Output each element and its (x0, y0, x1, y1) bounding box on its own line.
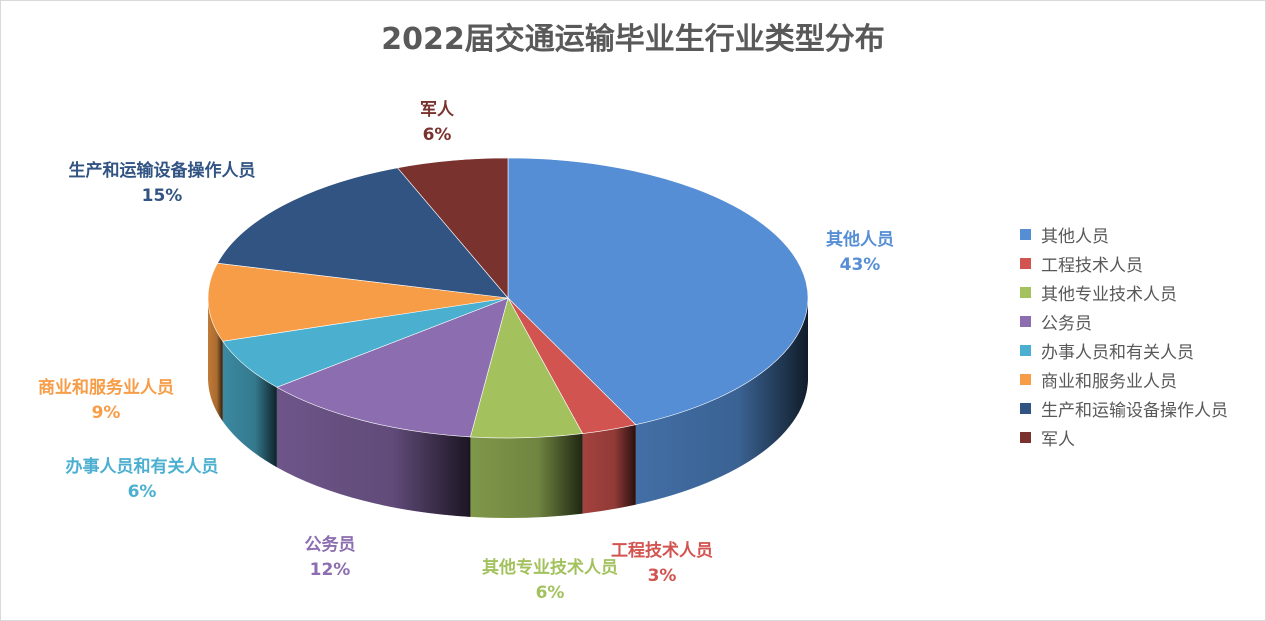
legend-item-5: 商业和服务业人员 (1020, 365, 1228, 394)
data-label-value-7: 6% (423, 125, 452, 145)
data-label-value-1: 3% (648, 566, 677, 586)
pie-side-shade-4 (222, 341, 277, 468)
data-label-value-5: 9% (92, 403, 121, 423)
pie-slice-0 (507, 157, 809, 426)
data-label-name-1: 工程技术人员 (611, 540, 713, 561)
legend-item-1: 工程技术人员 (1020, 249, 1228, 278)
legend-swatch-5 (1020, 374, 1031, 385)
legend-label-3: 公务员 (1041, 314, 1092, 334)
legend-label-7: 军人 (1041, 430, 1075, 450)
data-label-name-2: 其他专业技术人员 (482, 557, 618, 578)
legend-swatch-4 (1020, 345, 1031, 356)
legend-swatch-2 (1020, 287, 1031, 298)
pie-side-shade-0 (635, 298, 808, 505)
pie-slice-5 (207, 262, 509, 342)
pie-side-shade-2 (470, 433, 583, 518)
pie-side-shade-5 (208, 298, 223, 422)
data-label-value-3: 12% (310, 560, 351, 580)
legend-item-7: 军人 (1020, 423, 1228, 452)
legend-item-6: 生产和运输设备操作人员 (1020, 394, 1228, 423)
pie-side-shade-1 (582, 424, 636, 514)
data-label-name-0: 其他人员 (826, 229, 894, 250)
legend-label-2: 其他专业技术人员 (1041, 285, 1177, 305)
legend-label-0: 其他人员 (1041, 227, 1109, 247)
data-label-value-2: 6% (536, 583, 565, 603)
chart-title: 2022届交通运输毕业生行业类型分布 (381, 22, 885, 57)
pie-side-shade-3 (276, 387, 471, 517)
pie-slice-3 (276, 297, 509, 438)
legend-swatch-7 (1020, 432, 1031, 443)
data-label-name-3: 公务员 (305, 534, 356, 555)
legend-item-4: 办事人员和有关人员 (1020, 336, 1228, 365)
data-label-name-5: 商业和服务业人员 (38, 377, 174, 398)
data-label-value-4: 6% (128, 482, 157, 502)
legend-swatch-1 (1020, 258, 1031, 269)
legend-label-4: 办事人员和有关人员 (1041, 343, 1194, 363)
legend-item-2: 其他专业技术人员 (1020, 278, 1228, 307)
legend-label-1: 工程技术人员 (1041, 256, 1143, 276)
legend-label-6: 生产和运输设备操作人员 (1041, 401, 1228, 421)
legend-swatch-3 (1020, 316, 1031, 327)
pie-slice-6 (216, 167, 509, 299)
legend-swatch-0 (1020, 229, 1031, 240)
data-label-name-6: 生产和运输设备操作人员 (69, 160, 256, 181)
pie-slice-7 (396, 157, 509, 299)
data-label-name-7: 军人 (420, 100, 455, 120)
legend-item-3: 公务员 (1020, 307, 1228, 336)
legend-label-5: 商业和服务业人员 (1041, 372, 1177, 392)
data-label-value-0: 43% (840, 255, 881, 275)
legend-item-0: 其他人员 (1020, 220, 1228, 249)
data-label-name-4: 办事人员和有关人员 (66, 456, 219, 477)
legend-swatch-6 (1020, 403, 1031, 414)
legend: 其他人员工程技术人员其他专业技术人员 公务员办事人员和有关人员 商业和服务业人员生产… (1020, 220, 1228, 452)
data-label-value-6: 15% (142, 186, 183, 206)
